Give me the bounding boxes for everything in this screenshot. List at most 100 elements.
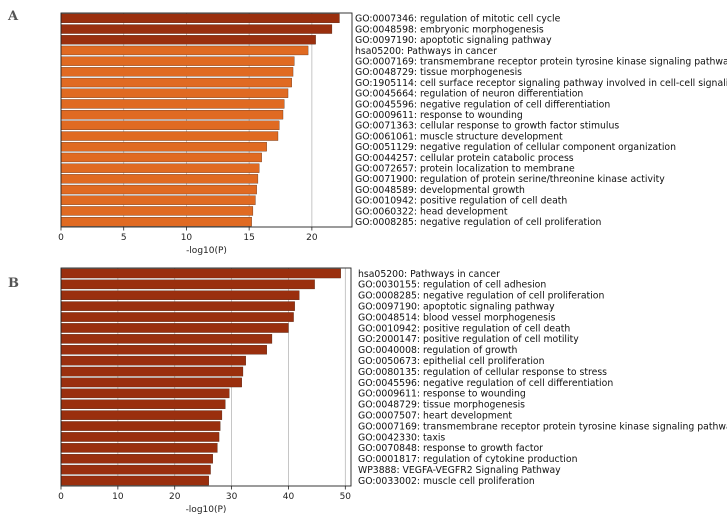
- category-label: GO:0061061: muscle structure development: [355, 131, 563, 142]
- x-tick-label: 40: [283, 492, 295, 502]
- bar: [60, 421, 221, 431]
- bar: [60, 88, 289, 98]
- x-axis-label: -log10(P): [186, 246, 227, 256]
- x-tick-label: 30: [226, 492, 238, 502]
- bar: [60, 24, 333, 34]
- bar: [60, 475, 209, 486]
- category-label: GO:0048589: developmental growth: [355, 185, 525, 196]
- bar: [60, 290, 300, 300]
- category-label: GO:0071363: cellular response to growth …: [355, 121, 619, 132]
- bar: [60, 206, 254, 216]
- category-label: GO:0045596: negative regulation of cell …: [358, 378, 613, 389]
- bar: [60, 35, 316, 45]
- category-label: GO:0060322: head development: [355, 206, 508, 217]
- bar: [60, 366, 244, 377]
- category-label: GO:0010942: positive regulation of cell …: [358, 323, 570, 334]
- category-label: GO:0072657: protein localization to memb…: [355, 163, 575, 174]
- category-label: GO:0010942: positive regulation of cell …: [355, 196, 567, 207]
- x-tick-label: 0: [58, 492, 64, 502]
- x-tick-label: 20: [306, 233, 318, 243]
- category-label: GO:0001817: regulation of cytokine produ…: [358, 454, 578, 465]
- plot-frame: [60, 267, 352, 487]
- category-label: hsa05200: Pathways in cancer: [355, 46, 497, 57]
- category-label: GO:0030155: regulation of cell adhesion: [358, 280, 546, 291]
- bar: [60, 464, 211, 475]
- category-label: GO:0045596: negative regulation of cell …: [355, 99, 610, 110]
- bar: [60, 152, 262, 163]
- bar: [60, 120, 280, 130]
- category-label: GO:0050673: epithelial cell proliferatio…: [358, 356, 545, 367]
- bar: [60, 355, 246, 366]
- panel-label: A: [7, 9, 19, 24]
- bar: [60, 344, 267, 355]
- x-tick-label: 10: [112, 492, 124, 502]
- category-label: GO:0048729: tissue morphogenesis: [358, 400, 525, 411]
- bar: [60, 388, 230, 399]
- x-axis-label: -log10(P): [186, 505, 227, 515]
- category-label: GO:0097190: apoptotic signaling pathway: [355, 35, 552, 46]
- bar: [60, 13, 340, 24]
- x-tick-label: 50: [340, 492, 352, 502]
- bar: [60, 67, 294, 77]
- bar: [60, 453, 213, 464]
- category-label: GO:0048514: blood vessel morphogenesis: [358, 312, 556, 323]
- bar: [60, 56, 295, 66]
- category-label: GO:0007346: regulation of mitotic cell c…: [355, 14, 561, 25]
- category-label: GO:0042330: taxis: [358, 432, 445, 443]
- bar: [60, 323, 289, 333]
- category-label: GO:0033002: muscle cell proliferation: [358, 476, 535, 487]
- category-label: hsa05200: Pathways in cancer: [358, 269, 500, 280]
- bar: [60, 142, 267, 152]
- category-label: WP3888: VEGFA-VEGFR2 Signaling Pathway: [358, 465, 561, 476]
- category-label: GO:0008285: negative regulation of cell …: [358, 291, 604, 302]
- category-label: GO:0071900: regulation of protein serine…: [355, 174, 665, 185]
- category-label: GO:0048729: tissue morphogenesis: [355, 67, 522, 78]
- category-label: GO:1905114: cell surface receptor signal…: [355, 78, 727, 89]
- bar: [60, 410, 223, 420]
- bar: [60, 312, 294, 322]
- bar: [60, 45, 309, 56]
- bar: [60, 99, 285, 109]
- category-label: GO:0040008: regulation of growth: [358, 345, 518, 356]
- bar: [60, 131, 279, 141]
- bar: [60, 163, 260, 173]
- category-label: GO:2000147: positive regulation of cell …: [358, 334, 579, 345]
- category-label: GO:0008285: negative regulation of cell …: [355, 217, 601, 228]
- bar: [60, 334, 273, 344]
- bar: [60, 110, 284, 120]
- category-label: GO:0070848: response to growth factor: [358, 443, 543, 454]
- bar: [60, 174, 259, 184]
- category-label: GO:0048598: embryonic morphogenesis: [355, 24, 544, 35]
- x-tick-label: 10: [181, 233, 193, 243]
- category-label: GO:0007169: transmembrane receptor prote…: [358, 421, 727, 432]
- panel-a: A GO:0007346: regulation of mitotic cell …: [7, 9, 727, 256]
- x-tick-label: 20: [169, 492, 181, 502]
- category-label: GO:0097190: apoptotic signaling pathway: [358, 301, 555, 312]
- bar: [60, 377, 242, 388]
- bar: [60, 77, 292, 88]
- category-label: GO:0044257: cellular protein catabolic p…: [355, 153, 574, 164]
- category-label: GO:0051129: negative regulation of cellu…: [355, 142, 676, 153]
- bar: [60, 268, 341, 279]
- bar: [60, 216, 252, 227]
- bar: [60, 432, 220, 442]
- bar: [60, 301, 295, 311]
- category-label: GO:0007169: transmembrane receptor prote…: [355, 56, 727, 67]
- category-label: GO:0009611: response to wounding: [358, 389, 526, 400]
- bar: [60, 279, 315, 290]
- bar: [60, 195, 256, 205]
- bar: [60, 443, 218, 453]
- plot-frame: [60, 12, 353, 228]
- category-label: GO:0007507: heart development: [358, 410, 512, 421]
- category-label: GO:0009611: response to wounding: [355, 110, 523, 121]
- category-label: GO:0045664: regulation of neuron differe…: [355, 89, 583, 100]
- category-label: GO:0080135: regulation of cellular respo…: [358, 367, 607, 378]
- x-tick-label: 5: [121, 233, 127, 243]
- bar: [60, 399, 226, 409]
- x-tick-label: 0: [58, 233, 64, 243]
- x-tick-label: 15: [243, 233, 254, 243]
- panel-label: B: [8, 276, 19, 291]
- bar: [60, 184, 257, 195]
